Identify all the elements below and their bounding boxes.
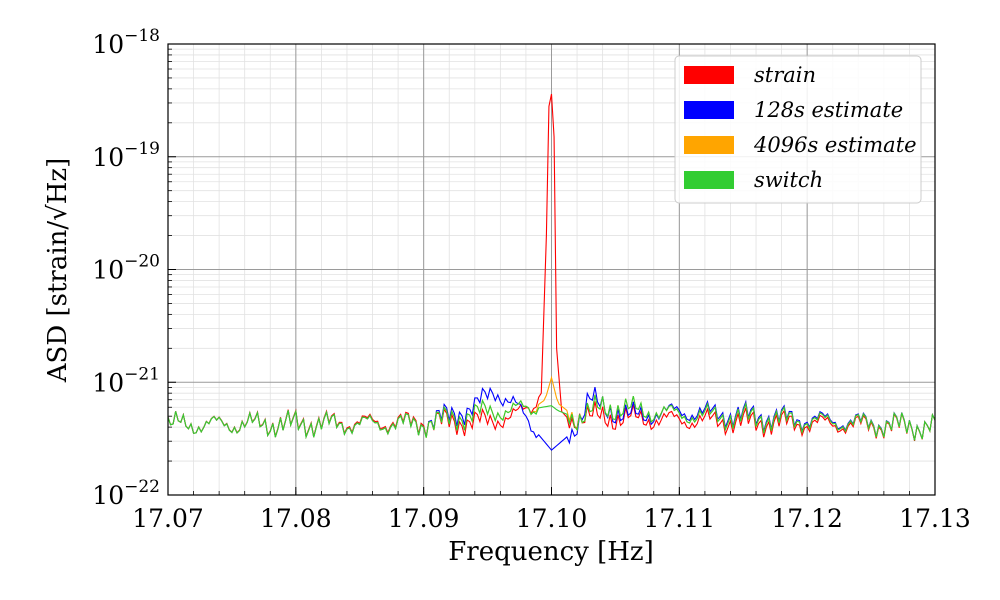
y-tick-label: 10−18 [92,26,160,59]
y-tick-labels: 10−22 10−21 10−20 10−19 10−18 [92,26,160,510]
x-tick-label: 17.09 [388,504,460,533]
y-tick-label: 10−21 [92,364,160,397]
x-tick-label: 17.08 [260,504,332,533]
legend-label: switch [754,168,823,192]
ticks [167,43,936,496]
y-tick-label: 10−20 [92,252,160,285]
legend-swatch [684,136,734,154]
legend-label: strain [754,63,816,87]
legend-box [674,55,922,204]
x-tick-label: 17.12 [771,504,843,533]
legend-swatch [684,171,734,189]
x-tick-labels: 17.07 17.08 17.09 17.10 17.11 17.12 17.13 [132,504,971,533]
x-axis-label: Frequency [Hz] [448,537,654,567]
legend-label: 128s estimate [754,98,903,122]
y-tick-label: 10−19 [92,139,160,172]
legend-entries: strain 128s estimate 4096s estimate switch [684,63,917,192]
legend-swatch [684,101,734,119]
x-tick-label: 17.07 [132,504,204,533]
series-line-switch [167,394,936,441]
y-tick-label: 10−22 [92,477,160,510]
y-axis-label: ASD [strain/√Hz] [43,158,73,383]
legend-label: 4096s estimate [753,133,917,157]
legend: strain 128s estimate 4096s estimate switch [674,55,922,204]
x-tick-label: 17.10 [516,504,588,533]
series-lines [167,93,936,451]
x-tick-label: 17.13 [899,504,971,533]
legend-swatch [684,66,734,84]
x-tick-label: 17.11 [644,504,716,533]
